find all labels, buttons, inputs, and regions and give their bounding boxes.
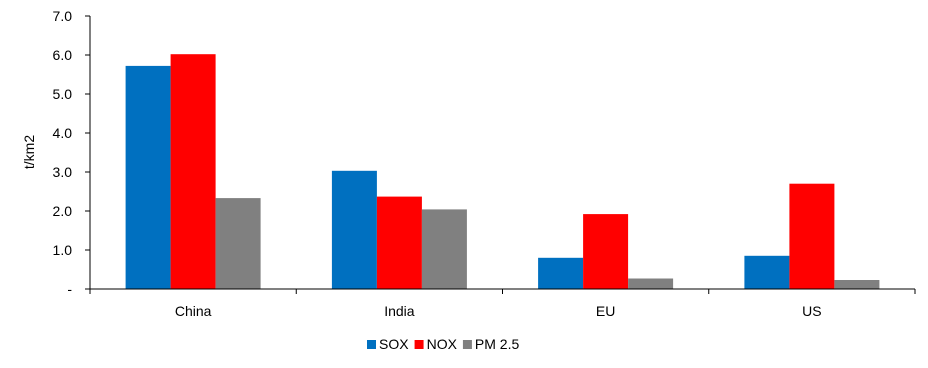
legend-swatch-sox xyxy=(367,340,376,349)
legend-swatch-pm25 xyxy=(462,340,472,349)
bar-pm25-china xyxy=(215,198,261,289)
legend-label: PM 2.5 xyxy=(475,336,520,352)
x-tick-label: India xyxy=(384,303,415,319)
bar-pm25-eu xyxy=(628,278,674,289)
bar-nox-india xyxy=(376,196,422,289)
x-tick-label: EU xyxy=(596,303,615,319)
bars-layer xyxy=(125,54,880,290)
y-tick-label: 2.0 xyxy=(53,203,73,219)
legend: SOX NOX PM 2.5 xyxy=(367,336,519,352)
bar-nox-eu xyxy=(583,214,629,289)
bar-nox-us xyxy=(789,183,835,289)
y-tick-label: 3.0 xyxy=(53,164,73,180)
x-tick-label: China xyxy=(175,303,212,319)
y-tick-label: 1.0 xyxy=(53,242,73,258)
y-tick-label: - xyxy=(67,281,72,297)
x-tick-label: US xyxy=(802,303,821,319)
bar-pm25-us xyxy=(834,280,880,289)
bar-sox-eu xyxy=(538,257,584,289)
legend-label: NOX xyxy=(427,336,458,352)
axes-layer: - 1.0 2.0 3.0 4.0 5.0 6.0 7.0 China India EU US xyxy=(53,8,916,319)
y-tick-label: 6.0 xyxy=(53,47,73,63)
y-tick-label: 5.0 xyxy=(53,86,73,102)
y-tick-label: 7.0 xyxy=(53,8,73,24)
bar-nox-china xyxy=(170,54,216,290)
bar-sox-us xyxy=(744,255,790,289)
legend-label: SOX xyxy=(379,336,409,352)
bar-sox-india xyxy=(331,170,377,289)
bar-pm25-india xyxy=(421,209,467,289)
bar-sox-china xyxy=(125,65,171,290)
y-axis-title: t/km2 xyxy=(21,135,37,169)
legend-swatch-nox xyxy=(414,340,424,349)
y-tick-label: 4.0 xyxy=(53,125,73,141)
